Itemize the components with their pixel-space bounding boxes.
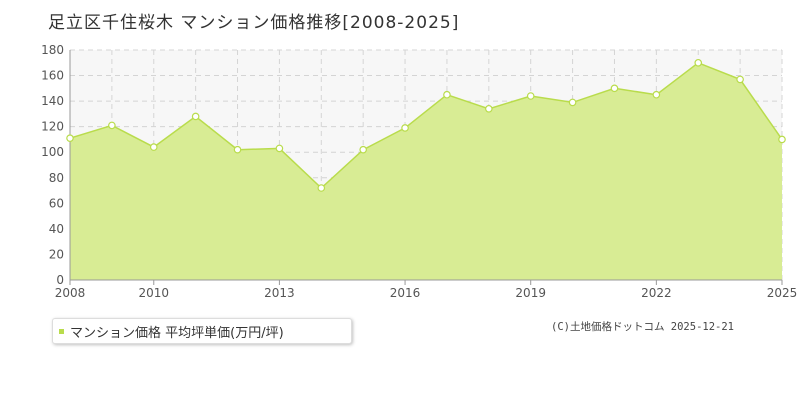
y-tick-label: 120 [41,120,64,134]
data-point-2023 [694,58,703,67]
y-tick-labels: 0 20 40 60 80 100 120 140 160 180 [41,43,64,287]
data-point-2021 [610,84,619,93]
series-line [69,61,783,190]
x-tick-label: 2013 [264,286,295,300]
data-point-2010 [149,143,158,151]
chart-title: 足立区千住桜木 マンション価格推移[2008-2025] [48,13,460,33]
data-point-2024 [736,75,744,84]
y-tick-label: 140 [41,94,64,108]
data-point-2017 [443,90,451,99]
series-area [70,62,782,280]
data-point-2020 [568,98,577,107]
y-tick-label: 40 [49,222,64,236]
x-tick-label: 2019 [515,286,546,300]
data-point-2014 [317,184,326,192]
data-point-2012 [233,145,242,154]
y-tick-label: 20 [49,247,64,261]
x-tick-label: 2025 [767,286,798,300]
data-point-2018 [485,104,493,113]
area-chart: 0 20 40 60 80 100 120 140 160 180 2008 2010 2013 201… [41,43,798,300]
y-tick-label: 100 [41,145,64,159]
y-tick-label: 0 [56,273,64,287]
series-markers [66,58,786,192]
x-tick-labels: 2008 2010 2013 2016 2019 2022 2025 [55,280,798,300]
x-tick-label: 2016 [390,286,421,300]
y-tick-label: 60 [49,196,64,210]
legend: マンション価格 平均坪単価(万円/坪) [52,318,352,344]
data-point-2015 [359,145,367,154]
data-point-2011 [191,112,200,121]
data-point-2009 [108,121,116,130]
data-point-2008 [66,134,74,142]
x-tick-label: 2010 [138,286,169,300]
legend-label: マンション価格 平均坪単価(万円/坪) [70,325,284,341]
y-tick-label: 80 [49,171,64,185]
data-point-2019 [526,92,535,100]
data-point-2025 [778,135,786,144]
y-tick-label: 180 [41,43,64,57]
x-tick-label: 2022 [641,286,672,300]
data-point-2013 [275,144,284,153]
x-tick-label: 2008 [55,286,86,300]
data-point-2022 [652,90,661,99]
y-tick-label: 160 [41,69,64,83]
data-point-2016 [401,124,409,132]
credit-text: (C)土地価格ドットコム 2025-12-21 [551,321,735,333]
legend-swatch [59,328,64,334]
